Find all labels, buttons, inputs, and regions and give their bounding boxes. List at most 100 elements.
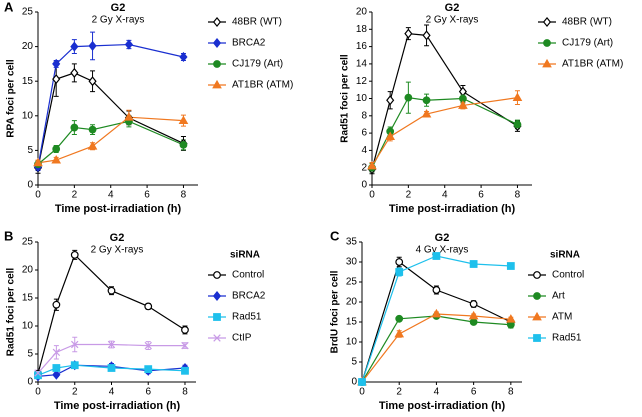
x-axis-label: Time post-irradiation (h)	[55, 203, 182, 215]
y-tick-label: 25	[22, 237, 34, 248]
y-tick-label: 25	[22, 7, 34, 18]
panel-label: A	[4, 0, 14, 14]
legend-marker	[213, 334, 221, 342]
data-point	[52, 369, 61, 380]
legend-label: Control	[552, 270, 584, 281]
chart-subtitle: 2 Gy X-rays	[92, 15, 145, 26]
series-line	[37, 43, 184, 168]
data-point	[506, 314, 516, 323]
data-point	[432, 252, 441, 260]
chart-subtitle: 2 Gy X-rays	[426, 15, 479, 26]
legend-label: CJ179 (Art)	[232, 59, 283, 70]
legend-label: BRCA2	[232, 291, 266, 302]
x-tick-label: 4	[442, 190, 448, 201]
y-tick-label: 0	[351, 377, 357, 388]
legend-marker	[533, 292, 541, 300]
data-point	[422, 96, 431, 105]
data-point	[87, 141, 98, 150]
legend-label: Control	[232, 270, 264, 281]
series-line	[361, 315, 511, 383]
series-line	[37, 120, 184, 165]
y-tick-label: 20	[22, 41, 34, 52]
data-point	[404, 93, 413, 102]
data-point	[52, 300, 61, 309]
y-tick-label: 8	[361, 110, 367, 121]
legend-label: AT1BR (ATM)	[562, 59, 623, 70]
data-point	[124, 112, 134, 121]
y-tick-label: 0	[27, 180, 33, 191]
legend-marker	[533, 271, 541, 279]
series-line	[37, 253, 186, 374]
legend-label: BRCA2	[232, 38, 266, 49]
y-tick-label: 20	[346, 297, 358, 308]
x-axis-label: Time post-irradiation (h)	[389, 203, 516, 215]
legend-marker	[212, 290, 222, 302]
data-point	[70, 361, 79, 370]
data-point	[144, 341, 152, 350]
data-point	[181, 341, 189, 350]
data-point	[52, 348, 61, 357]
data-point	[512, 92, 523, 102]
y-tick-label: 5	[351, 357, 357, 368]
data-point	[88, 125, 97, 134]
y-tick-label: 10	[356, 93, 368, 104]
legend-marker	[212, 16, 222, 28]
x-tick-label: 2	[72, 387, 78, 398]
legend-label: CJ179 (Art)	[562, 38, 613, 49]
data-point	[178, 115, 189, 125]
data-point	[88, 40, 97, 51]
data-point	[468, 310, 479, 320]
x-tick-label: 0	[359, 387, 365, 398]
data-point	[71, 340, 79, 349]
data-point	[513, 120, 522, 129]
x-tick-label: 8	[508, 387, 514, 398]
legend-title: siRNA	[230, 250, 260, 261]
data-point	[70, 41, 79, 52]
chart-subtitle: 4 Gy X-rays	[416, 245, 469, 256]
x-tick-label: 8	[181, 190, 187, 201]
x-tick-label: 2	[396, 387, 402, 398]
data-point	[404, 28, 413, 39]
data-point	[421, 108, 432, 118]
legend-label: ATM	[552, 312, 572, 323]
panel-label: B	[4, 228, 13, 243]
legend-marker	[213, 271, 221, 279]
data-point	[432, 286, 441, 294]
series-line	[37, 72, 184, 168]
data-point	[458, 100, 468, 109]
data-point	[70, 123, 79, 132]
data-point	[34, 369, 42, 377]
y-tick-label: 30	[346, 257, 358, 268]
data-point	[179, 51, 188, 63]
data-point	[88, 76, 97, 87]
y-tick-label: 10	[22, 321, 34, 332]
data-point	[506, 262, 515, 270]
x-tick-label: 6	[144, 190, 150, 201]
x-tick-label: 0	[35, 190, 41, 201]
data-point	[394, 328, 405, 338]
x-tick-label: 6	[145, 387, 151, 398]
legend-label: AT1BR (ATM)	[232, 80, 293, 91]
y-tick-label: 20	[356, 7, 368, 18]
y-tick-label: 15	[346, 317, 358, 328]
legend-label: CtIP	[232, 333, 252, 344]
x-axis-label: Time post-irradiation (h)	[54, 400, 181, 412]
data-point	[395, 258, 404, 266]
y-tick-label: 5	[27, 145, 33, 156]
y-axis-label: RPA foci per cell	[6, 59, 17, 138]
legend-marker	[213, 313, 221, 321]
x-tick-label: 4	[434, 387, 440, 398]
data-point	[144, 365, 153, 374]
data-point	[181, 366, 189, 375]
data-point	[395, 268, 404, 276]
y-tick-label: 18	[356, 24, 368, 35]
y-tick-label: 20	[22, 265, 34, 276]
legend-marker	[543, 39, 551, 47]
x-tick-label: 4	[109, 387, 115, 398]
y-axis-label: Rad51 foci per cell	[6, 268, 17, 357]
y-tick-label: 0	[27, 377, 33, 388]
data-point	[395, 314, 404, 323]
data-point	[469, 318, 478, 326]
y-tick-label: 6	[361, 128, 367, 139]
series-line	[37, 116, 184, 164]
